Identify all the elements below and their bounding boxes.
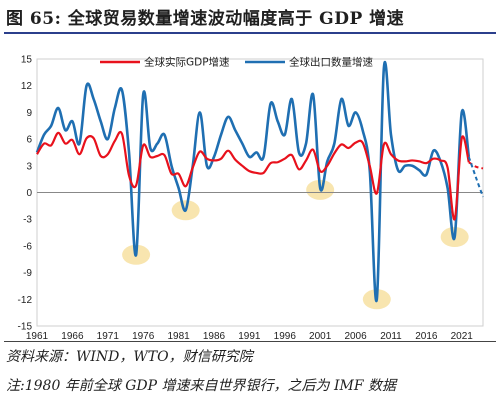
series-layer [35, 60, 484, 303]
y-tick-label: -15 [18, 322, 33, 333]
footer-rule [4, 341, 496, 342]
y-tick-label: 12 [21, 81, 33, 92]
gdp-forecast-line [468, 161, 484, 170]
y-tick-label: 6 [26, 135, 32, 146]
axes: -15 -12 -9 -6 -3 0 3 6 9 12 15 1961 1966 1971 1976 1981… [18, 55, 483, 341]
x-tick-label: 2001 [309, 331, 332, 341]
export-volume-growth-line [35, 60, 471, 303]
legend-label: 全球实际GDP增速 [144, 56, 230, 69]
highlight-layer [122, 179, 469, 310]
y-tick-label: -3 [23, 215, 32, 226]
y-tick-label: -6 [23, 241, 32, 252]
x-tick-label: 1971 [97, 331, 120, 341]
x-tick-label: 2006 [344, 331, 367, 341]
footnote: 注:1980 年前全球 GDP 增速来自世界银行，之后为 IMF 数据 [6, 378, 397, 394]
y-tick-label: 3 [26, 161, 32, 172]
y-tick-label: -12 [18, 295, 33, 306]
title-rule [4, 32, 496, 34]
x-tick-label: 2021 [451, 331, 474, 341]
y-tick-label: 9 [26, 108, 32, 119]
x-tick-label: 1981 [167, 331, 190, 341]
gdp-growth-line [36, 130, 470, 221]
y-tick-label: 0 [26, 188, 32, 199]
x-tick-label: 2016 [415, 331, 438, 341]
y-tick-label: -9 [23, 268, 32, 279]
legend-label: 全球出口数量增速 [289, 56, 373, 69]
x-tick-label: 2011 [380, 331, 402, 341]
legend: 全球实际GDP增速 全球出口数量增速 [100, 56, 373, 69]
x-tick-label: 1991 [238, 331, 261, 341]
line-chart: -15 -12 -9 -6 -3 0 3 6 9 12 15 1961 1966 1971 1976 1981… [18, 55, 484, 341]
x-tick-label: 1986 [203, 331, 226, 341]
y-tick-label: 15 [21, 55, 33, 66]
figure-title: 图 65: 全球贸易数量增速波动幅度高于 GDP 增速 [6, 9, 405, 29]
x-tick-label: 1976 [132, 331, 155, 341]
x-tick-label: 1996 [274, 331, 297, 341]
export-volume-forecast-line [467, 156, 484, 198]
x-tick-label: 1961 [26, 331, 49, 341]
source-note: 资料来源：WIND，WTO，财信研究院 [6, 349, 253, 365]
x-tick-label: 1966 [61, 331, 84, 341]
